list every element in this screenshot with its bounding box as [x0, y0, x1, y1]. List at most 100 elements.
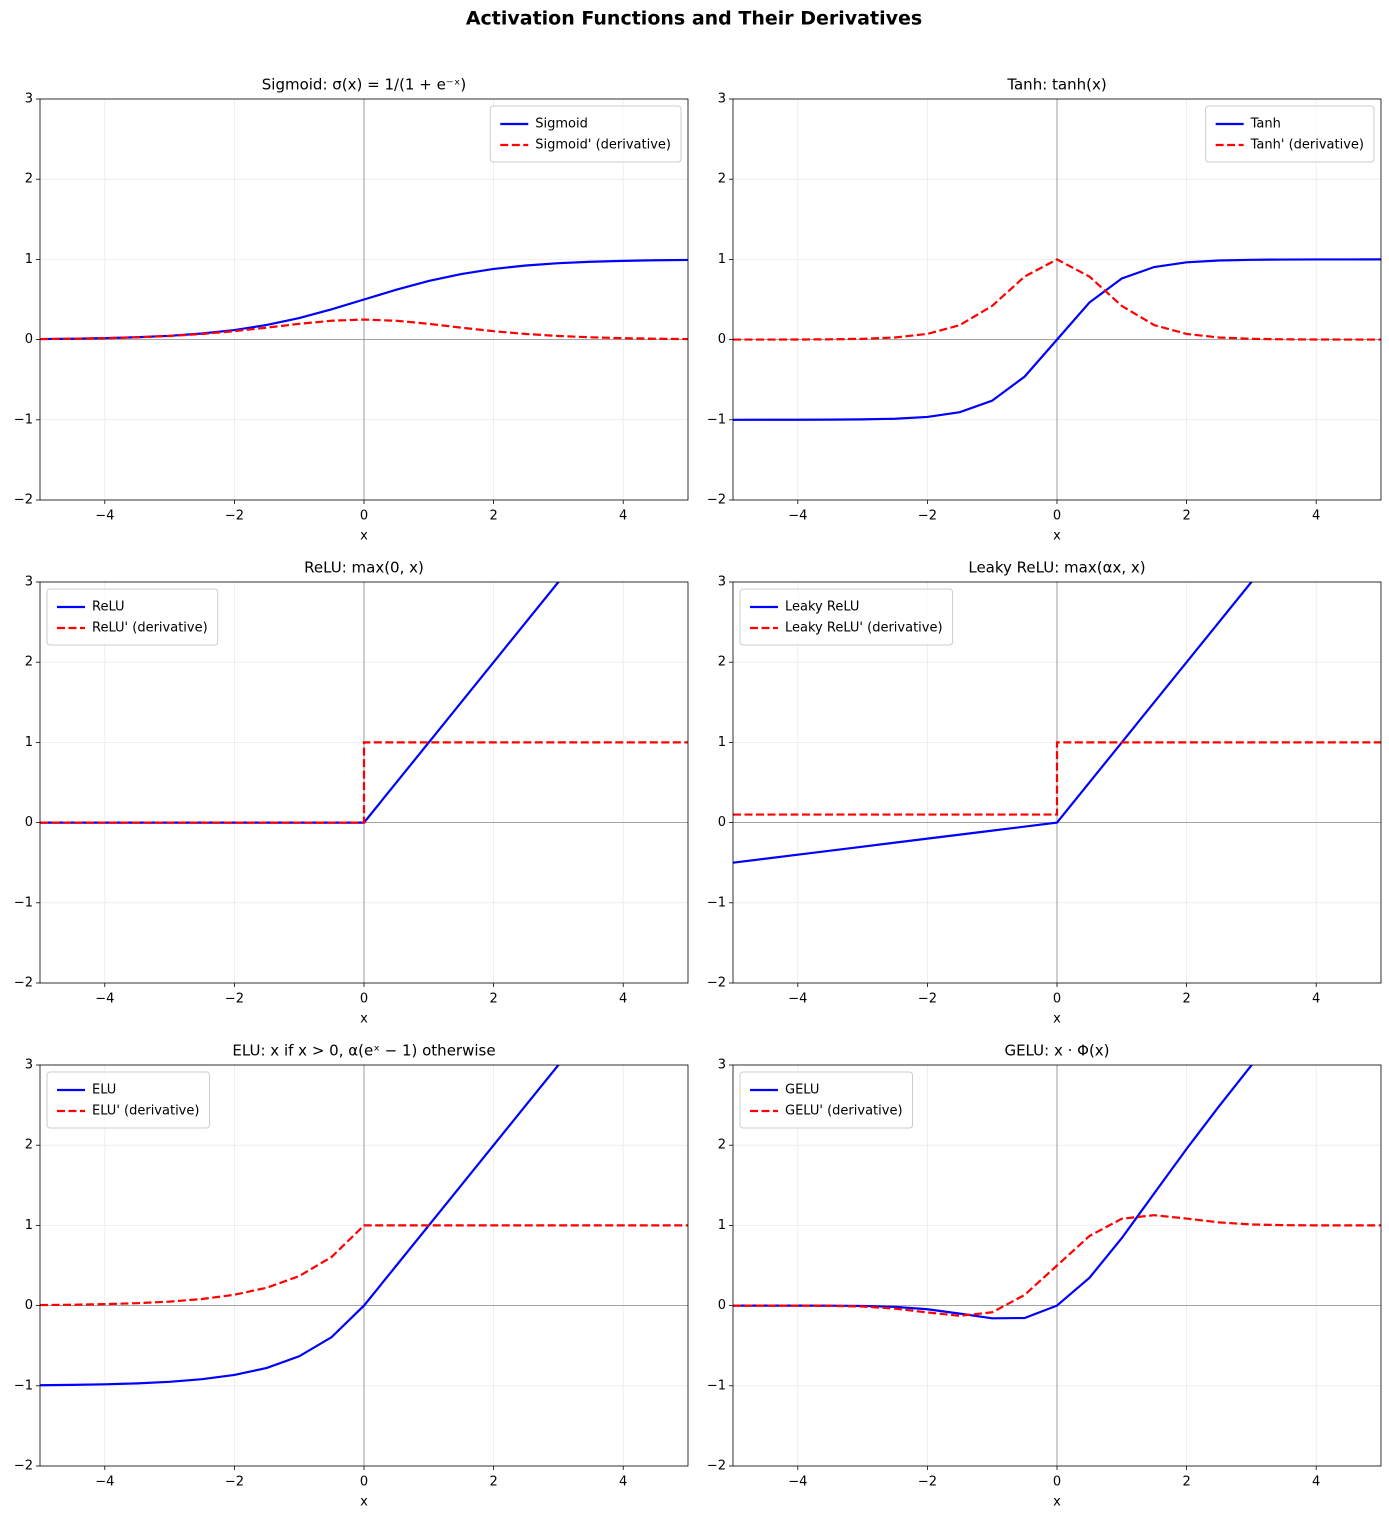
x-tick-label: 4	[1312, 509, 1320, 524]
legend-label: Sigmoid' (derivative)	[535, 138, 671, 153]
subplot: −4 −2 0 2 4 −2 −1 0 1 2 3 GELU: x · Φ(x) x GELU GELU' …	[707, 1042, 1382, 1510]
x-tick-label: −2	[225, 1475, 244, 1490]
x-tick-label: −2	[918, 509, 937, 524]
x-tick-label: 0	[1053, 509, 1061, 524]
legend-label: GELU	[785, 1083, 819, 1098]
x-tick-label: −2	[225, 509, 244, 524]
legend-label: Leaky ReLU	[785, 600, 859, 615]
y-tick-label: 1	[718, 252, 726, 267]
y-tick-label: 3	[25, 575, 33, 590]
y-tick-label: 0	[718, 815, 726, 830]
legend-box	[1205, 105, 1375, 163]
legend-label: Leaky ReLU' (derivative)	[785, 621, 943, 636]
y-tick-label: 2	[718, 172, 726, 187]
y-tick-label: 1	[718, 735, 726, 750]
axes-frame	[39, 581, 689, 984]
y-tick-label: 1	[25, 735, 33, 750]
y-tick-label: 1	[25, 252, 33, 267]
y-tick-label: 3	[718, 575, 726, 590]
x-tick-label: 0	[360, 992, 368, 1007]
y-tick-label: 2	[25, 1138, 33, 1153]
x-tick-label: 0	[360, 1475, 368, 1490]
legend-box	[739, 588, 954, 646]
x-axis-label: x	[360, 1495, 368, 1510]
y-tick-label: 2	[718, 1138, 726, 1153]
y-tick-label: −2	[707, 493, 726, 508]
x-tick-label: −4	[95, 509, 114, 524]
x-tick-label: 2	[1182, 509, 1190, 524]
x-tick-label: 2	[1182, 992, 1190, 1007]
axes-frame	[732, 1064, 1382, 1467]
y-tick-label: −2	[14, 1459, 33, 1474]
subplot: −4 −2 0 2 4 −2 −1 0 1 2 3 Leaky ReLU: max(αx, x) x Le…	[707, 559, 1382, 1027]
axes-frame	[39, 1064, 689, 1467]
axes-frame	[39, 98, 689, 501]
x-axis-label: x	[360, 1012, 368, 1027]
y-tick-label: 0	[718, 1298, 726, 1313]
series-line	[40, 1065, 560, 1387]
x-tick-label: −4	[788, 992, 807, 1007]
y-tick-label: 2	[25, 655, 33, 670]
chart-title: Sigmoid: σ(x) = 1/(1 + e⁻ˣ)	[262, 76, 466, 94]
subplot: −4 −2 0 2 4 −2 −1 0 1 2 3 Tanh: tanh(x) x Tanh Tanh' (…	[707, 76, 1382, 544]
chart-title: ReLU: max(0, x)	[304, 559, 424, 577]
legend: Leaky ReLU Leaky ReLU' (derivative)	[739, 588, 954, 646]
x-axis-label: x	[1053, 1012, 1061, 1027]
x-axis-label: x	[1053, 1495, 1061, 1510]
chart-title: Leaky ReLU: max(αx, x)	[968, 559, 1145, 577]
x-axis-label: x	[1053, 529, 1061, 544]
series-line	[40, 1224, 688, 1307]
y-tick-label: −2	[14, 976, 33, 991]
y-tick-label: −1	[14, 1378, 33, 1393]
y-tick-label: 0	[718, 332, 726, 347]
series-line	[733, 258, 1381, 341]
x-tick-label: 2	[1182, 1475, 1190, 1490]
y-tick-label: 3	[718, 92, 726, 107]
axes-frame	[732, 98, 1382, 501]
legend-box	[46, 1071, 210, 1129]
x-tick-label: −4	[95, 1475, 114, 1490]
chart-title: ELU: x if x > 0, α(eˣ − 1) otherwise	[232, 1042, 495, 1060]
y-tick-label: 0	[25, 1298, 33, 1313]
legend-box	[46, 588, 219, 646]
y-tick-label: 1	[25, 1218, 33, 1233]
x-tick-label: 0	[360, 509, 368, 524]
y-tick-label: 3	[25, 1058, 33, 1073]
y-tick-label: 0	[25, 332, 33, 347]
x-tick-label: 2	[489, 1475, 497, 1490]
legend-label: Tanh	[1250, 117, 1281, 132]
y-tick-label: −2	[707, 1459, 726, 1474]
x-tick-label: −2	[918, 992, 937, 1007]
x-tick-label: 4	[619, 509, 627, 524]
x-tick-label: −4	[95, 992, 114, 1007]
x-tick-label: 4	[1312, 992, 1320, 1007]
series-line	[733, 258, 1381, 421]
subplot: −4 −2 0 2 4 −2 −1 0 1 2 3 ELU: x if x > 0, α(eˣ − 1…	[14, 1042, 689, 1510]
x-tick-label: 2	[489, 992, 497, 1007]
series-line	[40, 741, 688, 824]
legend-label: ReLU' (derivative)	[92, 621, 208, 636]
legend-label: Sigmoid	[535, 117, 588, 132]
y-tick-label: −1	[14, 412, 33, 427]
y-tick-label: −2	[14, 493, 33, 508]
legend-label: ELU' (derivative)	[92, 1104, 199, 1119]
figure-title: Activation Functions and Their Derivativ…	[466, 8, 922, 30]
x-tick-label: −2	[225, 992, 244, 1007]
y-tick-label: 2	[718, 655, 726, 670]
series-line	[733, 582, 1253, 864]
y-tick-label: 1	[718, 1218, 726, 1233]
x-tick-label: −4	[788, 1475, 807, 1490]
y-tick-label: −1	[707, 1378, 726, 1393]
series-line	[40, 318, 688, 341]
x-tick-label: 4	[619, 992, 627, 1007]
subplot: −4 −2 0 2 4 −2 −1 0 1 2 3 ReLU: max(0, x) x ReLU ReLU'…	[14, 559, 689, 1027]
x-axis-label: x	[360, 529, 368, 544]
series-line	[733, 1214, 1381, 1317]
x-tick-label: 0	[1053, 992, 1061, 1007]
legend-box	[489, 105, 682, 163]
axes-frame	[732, 581, 1382, 984]
legend-label: ELU	[92, 1083, 116, 1098]
legend: GELU GELU' (derivative)	[739, 1071, 914, 1129]
